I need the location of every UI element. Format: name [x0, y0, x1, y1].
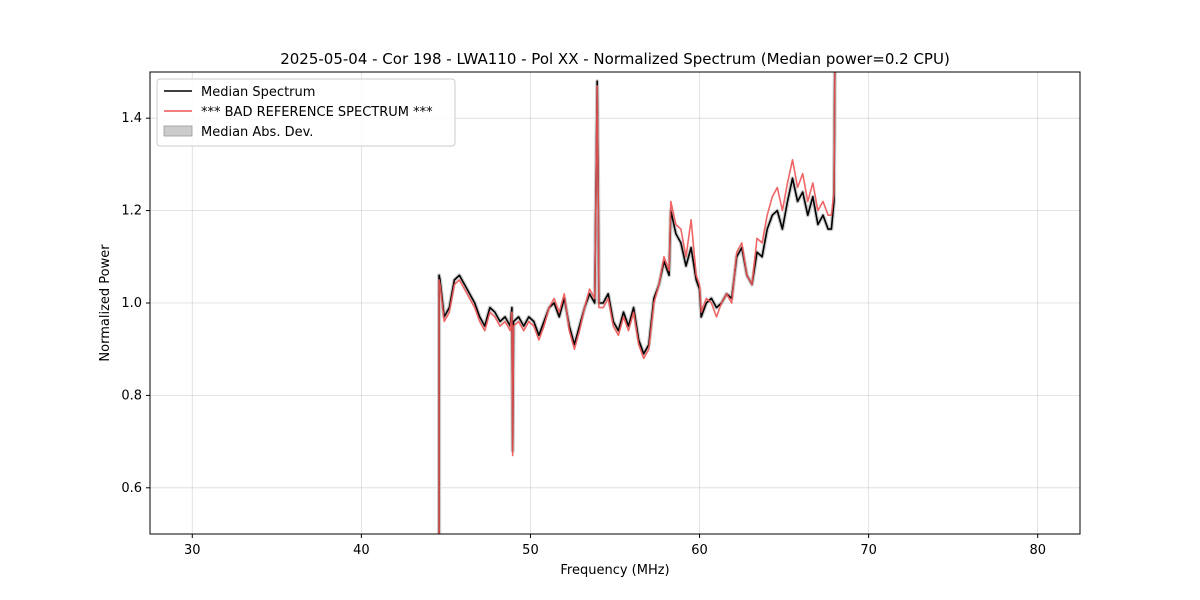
y-axis-label: Normalized Power: [98, 244, 113, 362]
x-tick-label: 30: [184, 543, 201, 558]
y-tick-label: 1.2: [121, 204, 142, 219]
x-tick-label: 60: [691, 543, 708, 558]
y-tick-label: 0.8: [121, 388, 142, 403]
x-tick-label: 40: [353, 543, 370, 558]
y-tick-label: 1.4: [121, 111, 142, 126]
x-axis-label: Frequency (MHz): [560, 563, 669, 578]
x-tick-label: 50: [522, 543, 539, 558]
series-reference-spectrum-line: [438, 72, 836, 534]
legend-box: [156, 78, 456, 147]
x-tick-label: 80: [1029, 543, 1046, 558]
legend-swatch-patch: [163, 125, 193, 137]
legend-label: Median Spectrum: [201, 85, 315, 100]
legend-label: Median Abs. Dev.: [201, 125, 313, 140]
y-tick-label: 1.0: [121, 296, 142, 311]
y-axis-ticks: 0.6 0.8 1.0 1.2 1.4: [121, 111, 150, 496]
y-tick-label: 0.6: [121, 481, 142, 496]
plot-frame: [149, 71, 1081, 535]
legend-label: *** BAD REFERENCE SPECTRUM ***: [201, 105, 433, 120]
chart-title: 2025-05-04 - Cor 198 - LWA110 - Pol XX -…: [280, 50, 950, 68]
x-tick-label: 70: [860, 543, 877, 558]
series-median-spectrum-line: [438, 72, 836, 534]
series-group: [437, 72, 837, 534]
legend: Median Spectrum *** BAD REFERENCE SPECTRU…: [156, 78, 456, 147]
x-axis-ticks: 30 40 50 60 70 80: [184, 534, 1046, 558]
